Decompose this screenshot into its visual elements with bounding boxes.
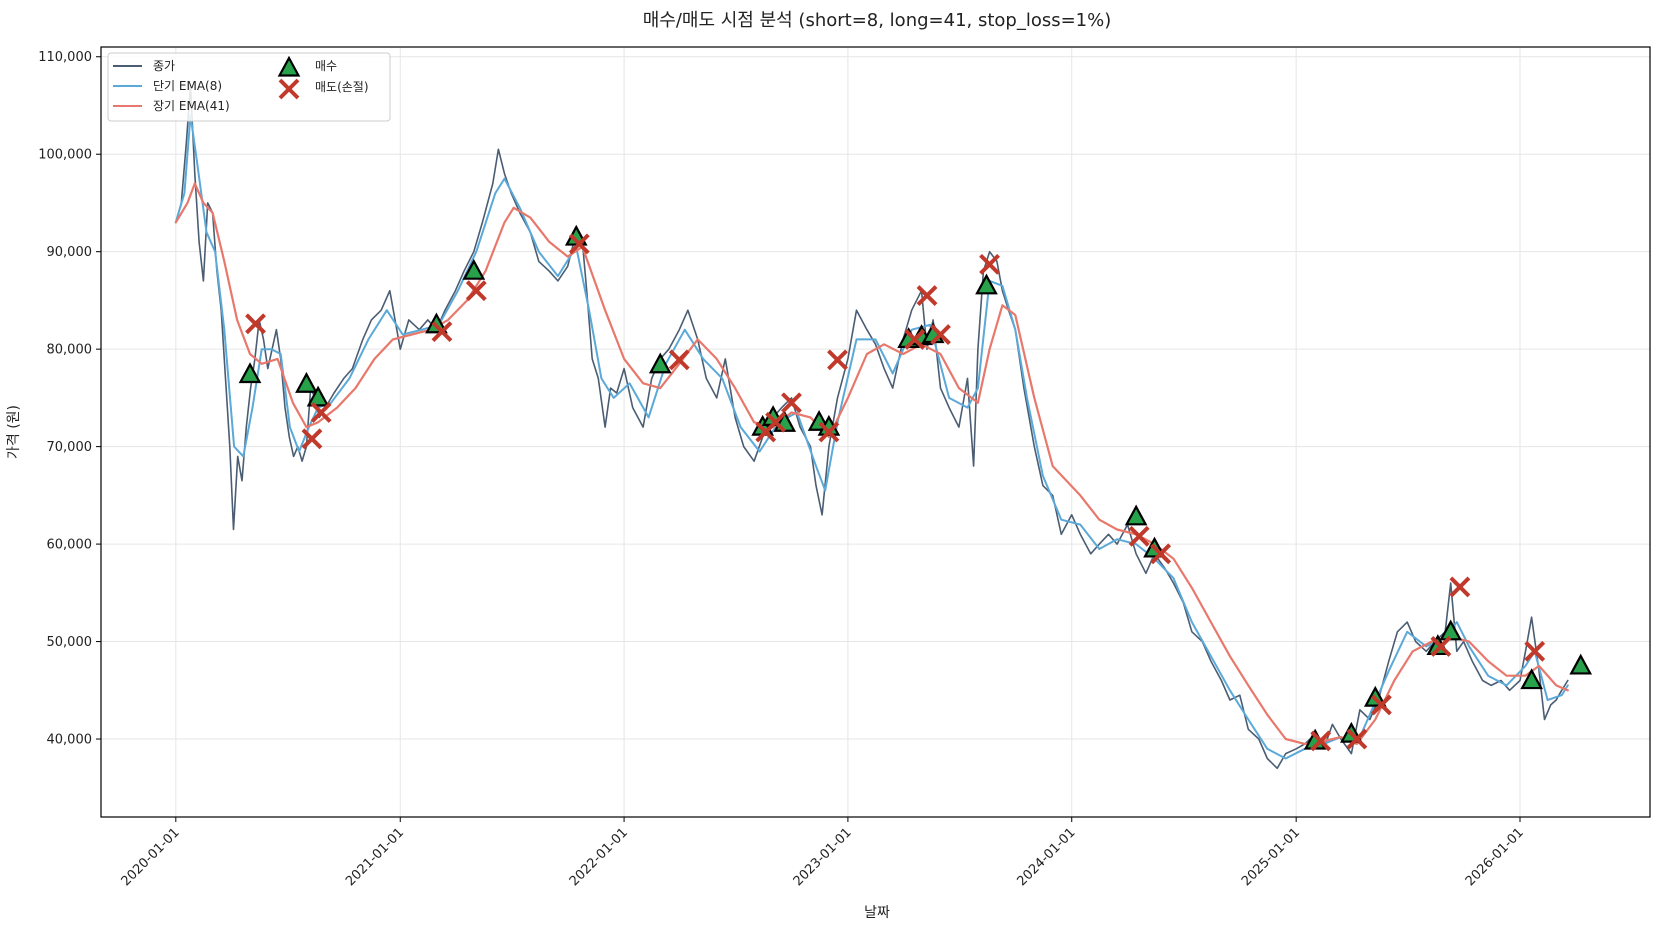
sell-marker — [827, 349, 848, 371]
sell-marker-stroke — [930, 324, 951, 345]
sell-marker-stroke — [916, 285, 938, 306]
buy-marker — [648, 352, 672, 374]
sell-marker — [1430, 636, 1452, 657]
sell-marker — [979, 253, 1000, 275]
sell-marker — [765, 411, 786, 433]
y-tick-label: 60,000 — [47, 538, 93, 553]
sell-marker-stroke — [465, 280, 487, 302]
y-tick-label: 70,000 — [47, 440, 93, 455]
sell-marker-stroke — [1430, 636, 1452, 657]
sell-marker-stroke — [668, 349, 690, 371]
legend-label-short-ema: 단기 EMA(8) — [153, 79, 222, 93]
sell-marker — [904, 328, 926, 350]
y-axis: 40,000 50,000 60,000 70,000 80,000 90,000 100,… — [38, 50, 101, 748]
sell-marker-stroke — [765, 411, 786, 433]
sell-marker — [310, 402, 332, 423]
buy-marker — [462, 258, 486, 280]
sell-marker — [1128, 525, 1150, 547]
sell-marker-stroke — [1310, 730, 1332, 752]
y-tick-label: 100,000 — [38, 148, 92, 163]
sell-marker — [930, 324, 951, 345]
y-tick-label: 40,000 — [47, 733, 93, 748]
buy-marker — [1124, 504, 1148, 526]
sell-marker-stroke — [781, 392, 802, 414]
legend-box — [107, 52, 391, 122]
sell-marker-stroke — [245, 313, 266, 335]
sell-marker — [1449, 576, 1471, 598]
legend-swatch-buy — [277, 55, 301, 77]
sell-marker — [1150, 543, 1172, 565]
sell-marker-stroke — [818, 421, 840, 443]
sell-marker-stroke — [301, 428, 323, 450]
sell-marker — [781, 392, 802, 414]
y-tick-label: 110,000 — [38, 50, 92, 65]
sell-marker-stroke — [278, 78, 300, 100]
y-tick-label: 50,000 — [47, 635, 93, 650]
sell-marker-stroke — [1524, 640, 1546, 662]
sell-marker — [431, 321, 453, 343]
buy-marker — [238, 362, 262, 384]
sell-marker-stroke — [904, 328, 926, 350]
sell-marker — [245, 313, 266, 335]
legend-swatch-sell — [278, 78, 300, 100]
buy-marker — [1520, 668, 1543, 690]
chart-title: 매수/매도 시점 분석 (short=8, long=41, stop_loss… — [643, 10, 1112, 31]
sell-marker-stroke — [431, 321, 453, 343]
legend-label-sell: 매도(손절) — [315, 80, 369, 94]
y-tick-label: 80,000 — [47, 343, 93, 358]
sell-marker-stroke — [1150, 543, 1172, 565]
sell-marker — [668, 349, 690, 371]
y-tick-label: 90,000 — [47, 245, 93, 260]
long-ema-line — [174, 182, 1569, 746]
sell-marker-stroke — [1370, 694, 1392, 716]
sell-marker — [818, 421, 840, 443]
buy-marker — [1569, 653, 1593, 675]
buy-marker — [306, 385, 330, 407]
sell-marker — [1524, 640, 1546, 662]
sell-marker — [916, 285, 938, 306]
legend-label-close: 종가 — [153, 59, 175, 73]
sell-marker — [301, 428, 323, 450]
sell-marker — [568, 233, 590, 255]
legend-label-long-ema: 장기 EMA(41) — [153, 99, 230, 113]
buy-marker — [295, 371, 318, 393]
sell-marker-stroke — [827, 349, 848, 371]
sell-marker-stroke — [1128, 525, 1150, 547]
sell-marker-stroke — [1346, 728, 1368, 750]
x-axis-title: 날짜 — [864, 905, 890, 921]
sell-marker — [1346, 728, 1368, 750]
plot-area-frame — [100, 46, 1651, 818]
buy-marker — [975, 273, 998, 295]
sell-marker-stroke — [310, 402, 332, 423]
y-axis-title: 가격 (원) — [6, 405, 22, 459]
sell-marker-stroke — [979, 253, 1000, 275]
legend-label-buy: 매수 — [315, 59, 337, 73]
sell-marker-stroke — [1449, 576, 1471, 598]
sell-marker — [1370, 694, 1392, 716]
sell-marker — [1310, 730, 1332, 752]
sell-marker-stroke — [568, 233, 590, 255]
signal-markers — [238, 224, 1593, 752]
sell-marker — [465, 280, 487, 302]
